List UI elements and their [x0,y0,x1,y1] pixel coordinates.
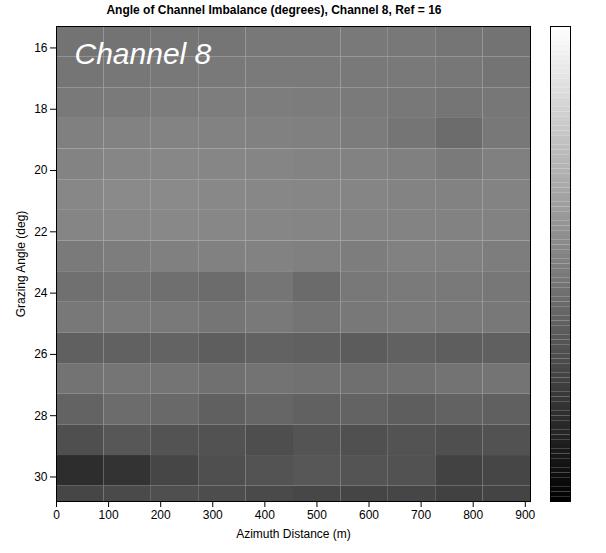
svg-text:900: 900 [515,508,535,522]
svg-text:20: 20 [34,163,48,177]
svg-text:24: 24 [34,286,48,300]
svg-text:18: 18 [34,102,48,116]
svg-text:Channel 8: Channel 8 [75,37,212,70]
svg-text:30: 30 [34,470,48,484]
svg-text:16: 16 [34,41,48,55]
html-text:Angle of Channel Imbalance (de: Angle of Channel Imbalance (degrees), Ch… [106,3,442,17]
svg-text:100: 100 [99,508,119,522]
svg-text:Grazing Angle (deg): Grazing Angle (deg) [14,211,28,318]
svg-text:22: 22 [34,225,48,239]
svg-text:26: 26 [34,347,48,361]
svg-text:0: 0 [53,508,60,522]
svg-text:400: 400 [255,508,275,522]
svg-text:300: 300 [203,508,223,522]
svg-text:28: 28 [34,409,48,423]
svg-text:500: 500 [307,508,327,522]
svg-text:800: 800 [463,508,483,522]
svg-text:700: 700 [411,508,431,522]
svg-text:Azimuth Distance (m): Azimuth Distance (m) [236,527,351,541]
svg-text:600: 600 [359,508,379,522]
svg-text:200: 200 [151,508,171,522]
